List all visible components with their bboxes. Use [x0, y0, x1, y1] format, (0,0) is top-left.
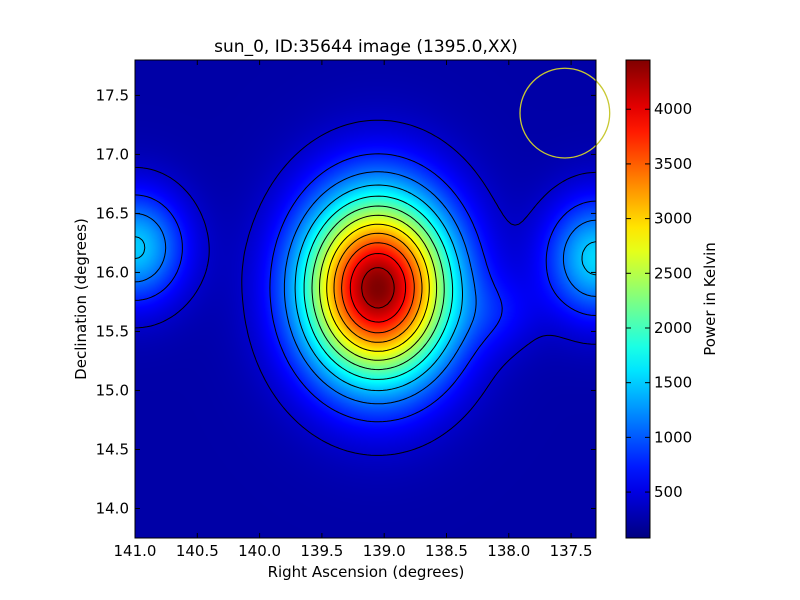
y-tick-label: 16.5	[96, 204, 129, 222]
contour-line	[341, 242, 415, 334]
contour-line	[361, 267, 395, 309]
contour-line	[135, 153, 596, 423]
x-tick-label: 139.0	[363, 542, 406, 560]
colorbar-ticks: 500 1000 1500 2000 2500 3000 3500 4000	[626, 100, 692, 501]
contour-line	[135, 119, 596, 456]
heatmap-image	[135, 60, 596, 538]
x-axis-label: Right Ascension (degrees)	[268, 563, 465, 581]
x-tick-label: 138.5	[425, 542, 468, 560]
x-axis-ticks: 141.0 140.5 140.0 139.5 139.0 138.5 138.0 137.5	[114, 60, 593, 560]
contour-line	[349, 253, 407, 323]
colorbar-tick-label: 2000	[654, 319, 692, 337]
colorbar-gradient	[626, 60, 650, 538]
colorbar-tick-label: 1500	[654, 374, 692, 392]
y-tick-label: 16.0	[96, 263, 129, 281]
y-tick-label: 15.5	[96, 322, 129, 340]
x-tick-label: 138.0	[487, 542, 530, 560]
plot-frame	[134, 59, 597, 539]
x-tick-label: 139.5	[300, 542, 343, 560]
chart-title: sun_0, ID:35644 image (1395.0,XX)	[214, 37, 518, 57]
y-tick-label: 15.0	[96, 381, 129, 399]
x-tick-label: 141.0	[114, 542, 157, 560]
contour-lines	[135, 119, 596, 456]
x-tick-label: 137.5	[550, 542, 593, 560]
colorbar-tick-label: 3000	[654, 210, 692, 228]
y-tick-label: 17.0	[96, 145, 129, 163]
colorbar-tick-label: 4000	[654, 100, 692, 118]
colorbar-label: Power in Kelvin	[701, 242, 719, 356]
contour-line	[311, 205, 445, 371]
colorbar-tick-label: 500	[654, 483, 683, 501]
y-tick-label: 14.0	[96, 499, 129, 517]
y-axis-ticks: 14.0 14.5 15.0 15.5 16.0 16.5 17.0 17.5	[96, 86, 596, 517]
contour-line	[319, 214, 438, 361]
colorbar-tick-label: 2500	[654, 264, 692, 282]
y-axis-label: Declination (degrees)	[72, 218, 90, 380]
contour-line	[326, 223, 430, 352]
colorbar-frame	[625, 59, 651, 539]
contour-line	[135, 184, 596, 392]
contour-line	[333, 232, 423, 343]
colorbar: 500 1000 1500 2000 2500 3000 3500 4000 Power in…	[625, 59, 719, 539]
x-tick-label: 140.0	[238, 542, 281, 560]
y-tick-label: 17.5	[96, 86, 129, 104]
x-tick-label: 140.5	[176, 542, 219, 560]
contour-line	[135, 171, 596, 405]
y-tick-label: 14.5	[96, 440, 129, 458]
plot-area	[134, 59, 611, 539]
beam-circle	[519, 67, 611, 159]
colorbar-tick-label: 3500	[654, 155, 692, 173]
colorbar-tick-label: 1000	[654, 428, 692, 446]
contour-line	[303, 195, 454, 380]
